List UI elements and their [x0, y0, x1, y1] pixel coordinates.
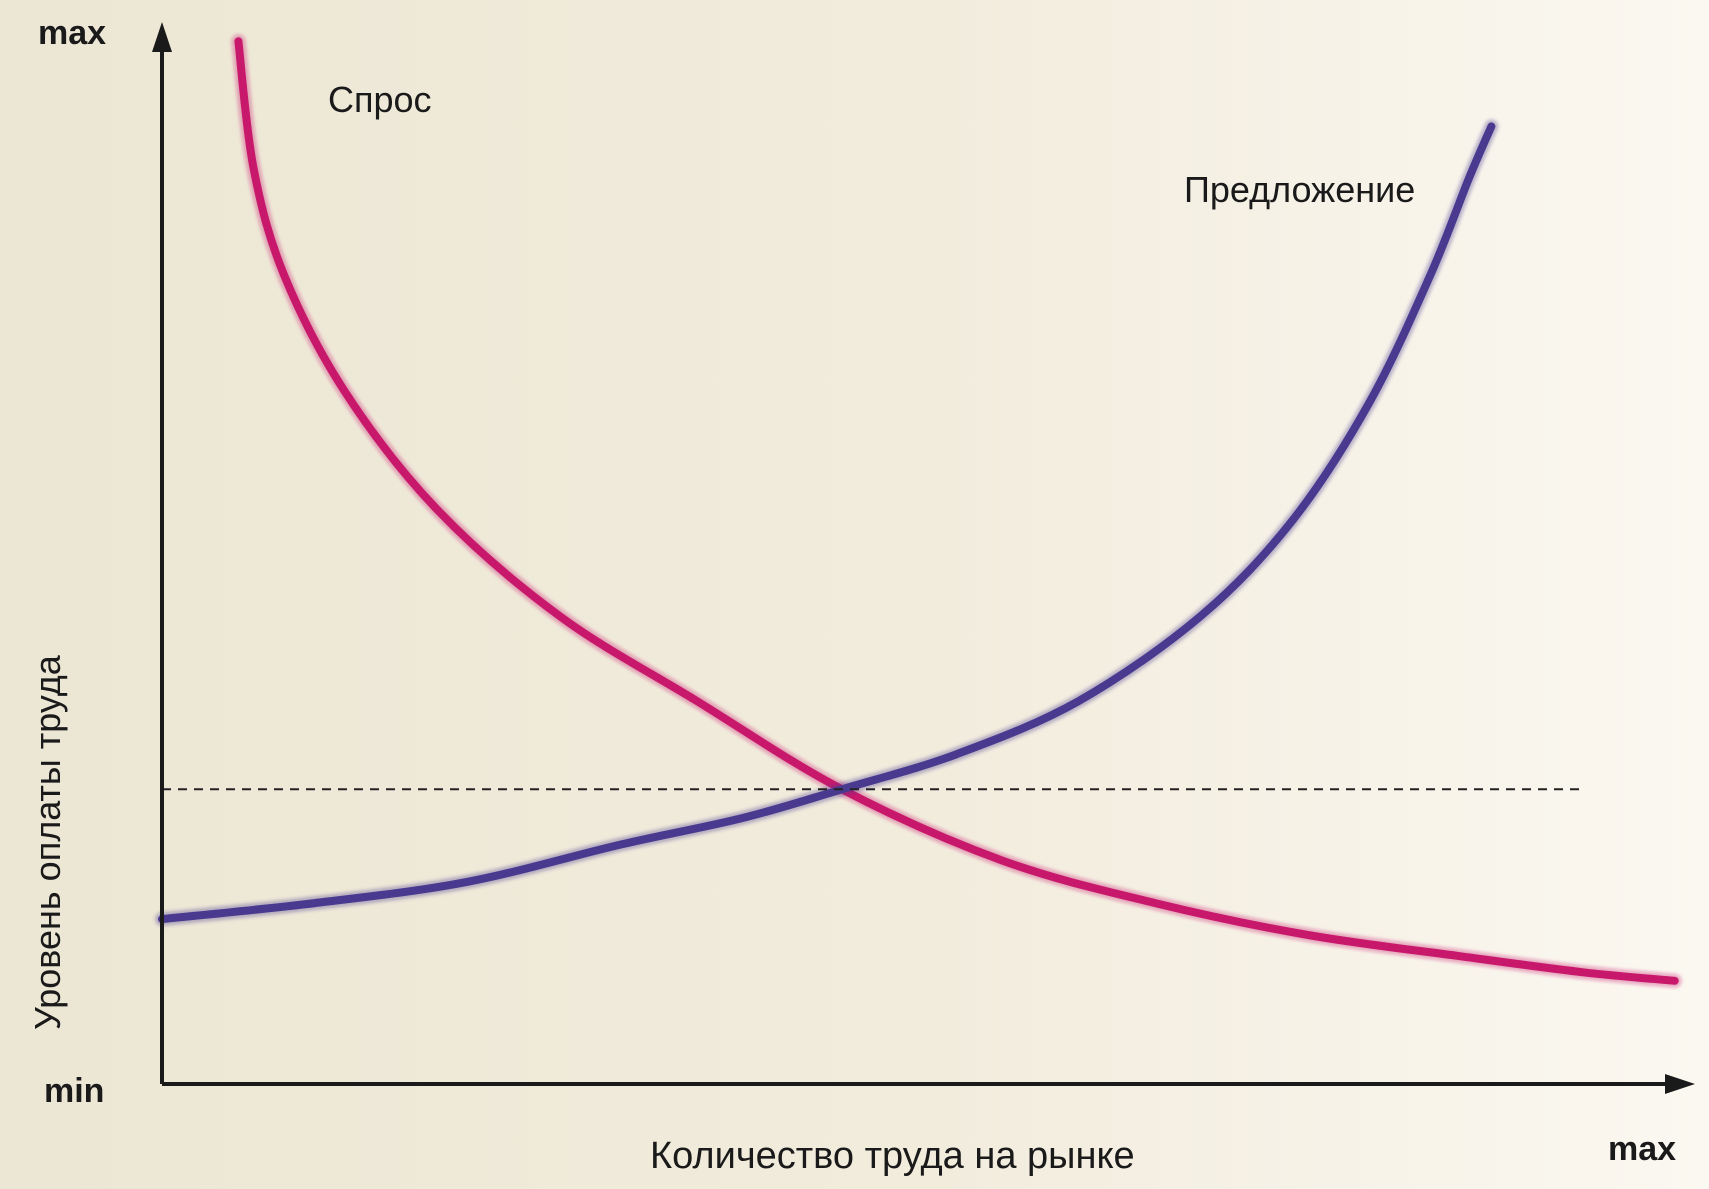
x-axis-max-label: max — [1608, 1130, 1676, 1168]
series-label-supply: Предложение — [1184, 169, 1415, 210]
y-axis-max-label: max — [38, 14, 106, 52]
demand-curve — [234, 37, 1679, 985]
y-axis-title: Уровень оплаты труда — [27, 654, 68, 1030]
x-axis-arrow — [1665, 1074, 1695, 1094]
x-axis-title: Количество труда на рынке — [650, 1135, 1135, 1177]
series-label-demand: Спрос — [328, 79, 432, 120]
y-axis — [152, 22, 172, 1084]
y-axis-arrow — [152, 22, 172, 52]
x-axis — [162, 1074, 1695, 1094]
supply-curve — [158, 122, 1496, 924]
y-axis-min-label: min — [44, 1072, 104, 1110]
